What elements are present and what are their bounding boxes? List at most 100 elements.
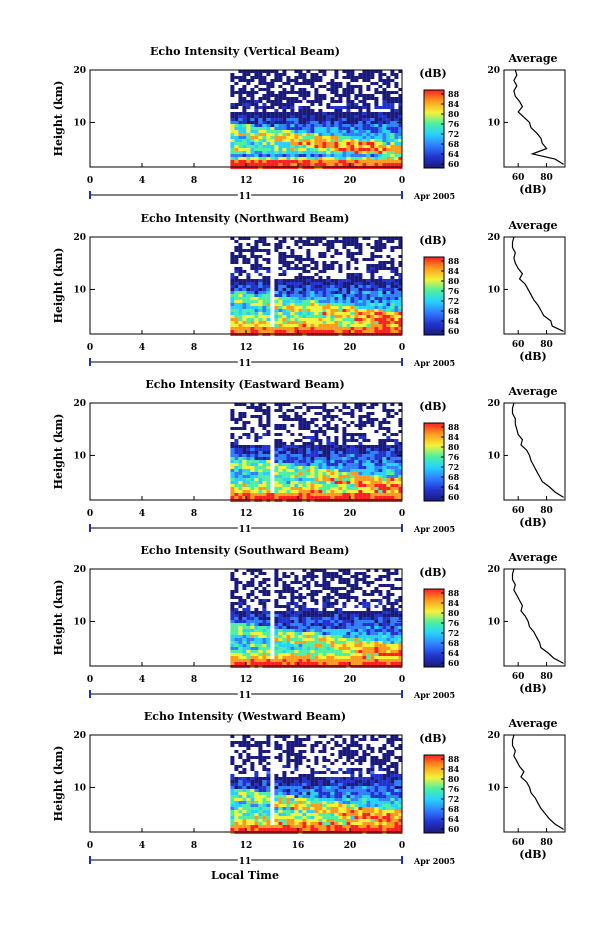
heatmap-cell xyxy=(398,629,403,632)
heatmap-cell xyxy=(334,100,339,103)
heatmap-cell xyxy=(366,593,371,596)
heatmap-cell xyxy=(398,327,403,330)
heatmap-cell xyxy=(230,88,235,91)
heatmap-cell xyxy=(262,148,267,151)
heatmap-cell xyxy=(246,112,251,115)
heatmap-cell xyxy=(338,154,343,157)
heatmap-cell xyxy=(322,145,327,148)
heatmap-cell xyxy=(302,121,307,124)
heatmap-cell xyxy=(370,460,375,463)
x-tick-label: 4 xyxy=(139,176,145,186)
heatmap-cell xyxy=(262,632,267,635)
heatmap-cell xyxy=(302,493,307,496)
heatmap-cell xyxy=(278,321,283,324)
heatmap-cell xyxy=(230,436,235,439)
heatmap-cell xyxy=(242,466,247,469)
heatmap-cell xyxy=(250,584,255,587)
heatmap-cell xyxy=(298,457,303,460)
heatmap-cell xyxy=(282,587,287,590)
heatmap-cell xyxy=(318,160,323,163)
heatmap-cell xyxy=(386,297,391,300)
heatmap-cell xyxy=(254,656,259,659)
heatmap-cell xyxy=(362,403,367,406)
heatmap-cell xyxy=(314,291,319,294)
heatmap-cell xyxy=(350,454,355,457)
heatmap-cell xyxy=(246,130,251,133)
heatmap-cell xyxy=(342,427,347,430)
heatmap-cell xyxy=(390,439,395,442)
heatmap-cell xyxy=(234,282,239,285)
heatmap-cell xyxy=(390,469,395,472)
heatmap-cell xyxy=(302,436,307,439)
heatmap-cell xyxy=(230,306,235,309)
heatmap-cell xyxy=(378,427,383,430)
heatmap-cell xyxy=(282,614,287,617)
heatmap-cell xyxy=(234,421,239,424)
heatmap-cell xyxy=(350,324,355,327)
heatmap-cell xyxy=(386,321,391,324)
heatmap-cell xyxy=(254,306,259,309)
heatmap-cell xyxy=(390,142,395,145)
heatmap-cell xyxy=(270,151,275,154)
heatmap-cell xyxy=(262,94,267,97)
heatmap-cell xyxy=(266,623,271,626)
heatmap-cell xyxy=(234,647,239,650)
y-axis-label: Height (km) xyxy=(52,580,65,656)
heatmap-cell xyxy=(390,246,395,249)
heatmap-cell xyxy=(398,330,403,333)
heatmap-cell xyxy=(350,481,355,484)
heatmap-cell xyxy=(298,139,303,142)
heatmap-cell xyxy=(266,647,271,650)
heatmap-cell xyxy=(350,291,355,294)
heatmap-cell xyxy=(294,115,299,118)
heatmap-cell xyxy=(290,163,295,166)
heatmap-cell xyxy=(318,584,323,587)
heatmap-cell xyxy=(286,163,291,166)
heatmap-cell xyxy=(334,145,339,148)
heatmap-cell xyxy=(254,324,259,327)
heatmap-cell xyxy=(266,106,271,109)
heatmap-cell xyxy=(390,121,395,124)
heatmap-cell xyxy=(310,100,315,103)
heatmap-cell xyxy=(390,318,395,321)
heatmap-cell xyxy=(290,653,295,656)
heatmap-cell xyxy=(314,406,319,409)
heatmap-cell xyxy=(326,318,331,321)
colorbar-tick-label: 64 xyxy=(448,149,460,159)
heatmap-cell xyxy=(250,822,255,825)
heatmap-cell xyxy=(302,460,307,463)
heatmap-cell xyxy=(354,246,359,249)
heatmap-cell xyxy=(342,448,347,451)
heatmap-cell xyxy=(258,481,263,484)
heatmap-cell xyxy=(278,626,283,629)
heatmap-cell xyxy=(310,112,315,115)
heatmap-cell xyxy=(314,623,319,626)
heatmap-cell xyxy=(286,133,291,136)
heatmap-cell xyxy=(386,91,391,94)
heatmap-cell xyxy=(362,490,367,493)
heatmap-cell xyxy=(230,445,235,448)
heatmap-cell xyxy=(390,97,395,100)
heatmap-cell xyxy=(330,315,335,318)
heatmap-cell xyxy=(230,288,235,291)
heatmap-cell xyxy=(374,246,379,249)
heatmap-cell xyxy=(274,617,279,620)
heatmap-cell xyxy=(390,641,395,644)
heatmap-cell xyxy=(314,581,319,584)
heatmap-cell xyxy=(390,478,395,481)
heatmap-cell xyxy=(330,79,335,82)
heatmap-cell xyxy=(278,484,283,487)
heatmap-cell xyxy=(358,312,363,315)
heatmap-cell xyxy=(374,133,379,136)
heatmap-cell xyxy=(310,163,315,166)
heatmap-cell xyxy=(322,644,327,647)
heatmap-cell xyxy=(350,475,355,478)
heatmap-cell xyxy=(282,611,287,614)
heatmap-cell xyxy=(246,73,251,76)
heatmap-cell xyxy=(342,656,347,659)
heatmap-cell xyxy=(370,626,375,629)
heatmap-cell xyxy=(314,309,319,312)
heatmap-cell xyxy=(306,148,311,151)
heatmap-cell xyxy=(238,460,243,463)
heatmap-cell xyxy=(262,581,267,584)
